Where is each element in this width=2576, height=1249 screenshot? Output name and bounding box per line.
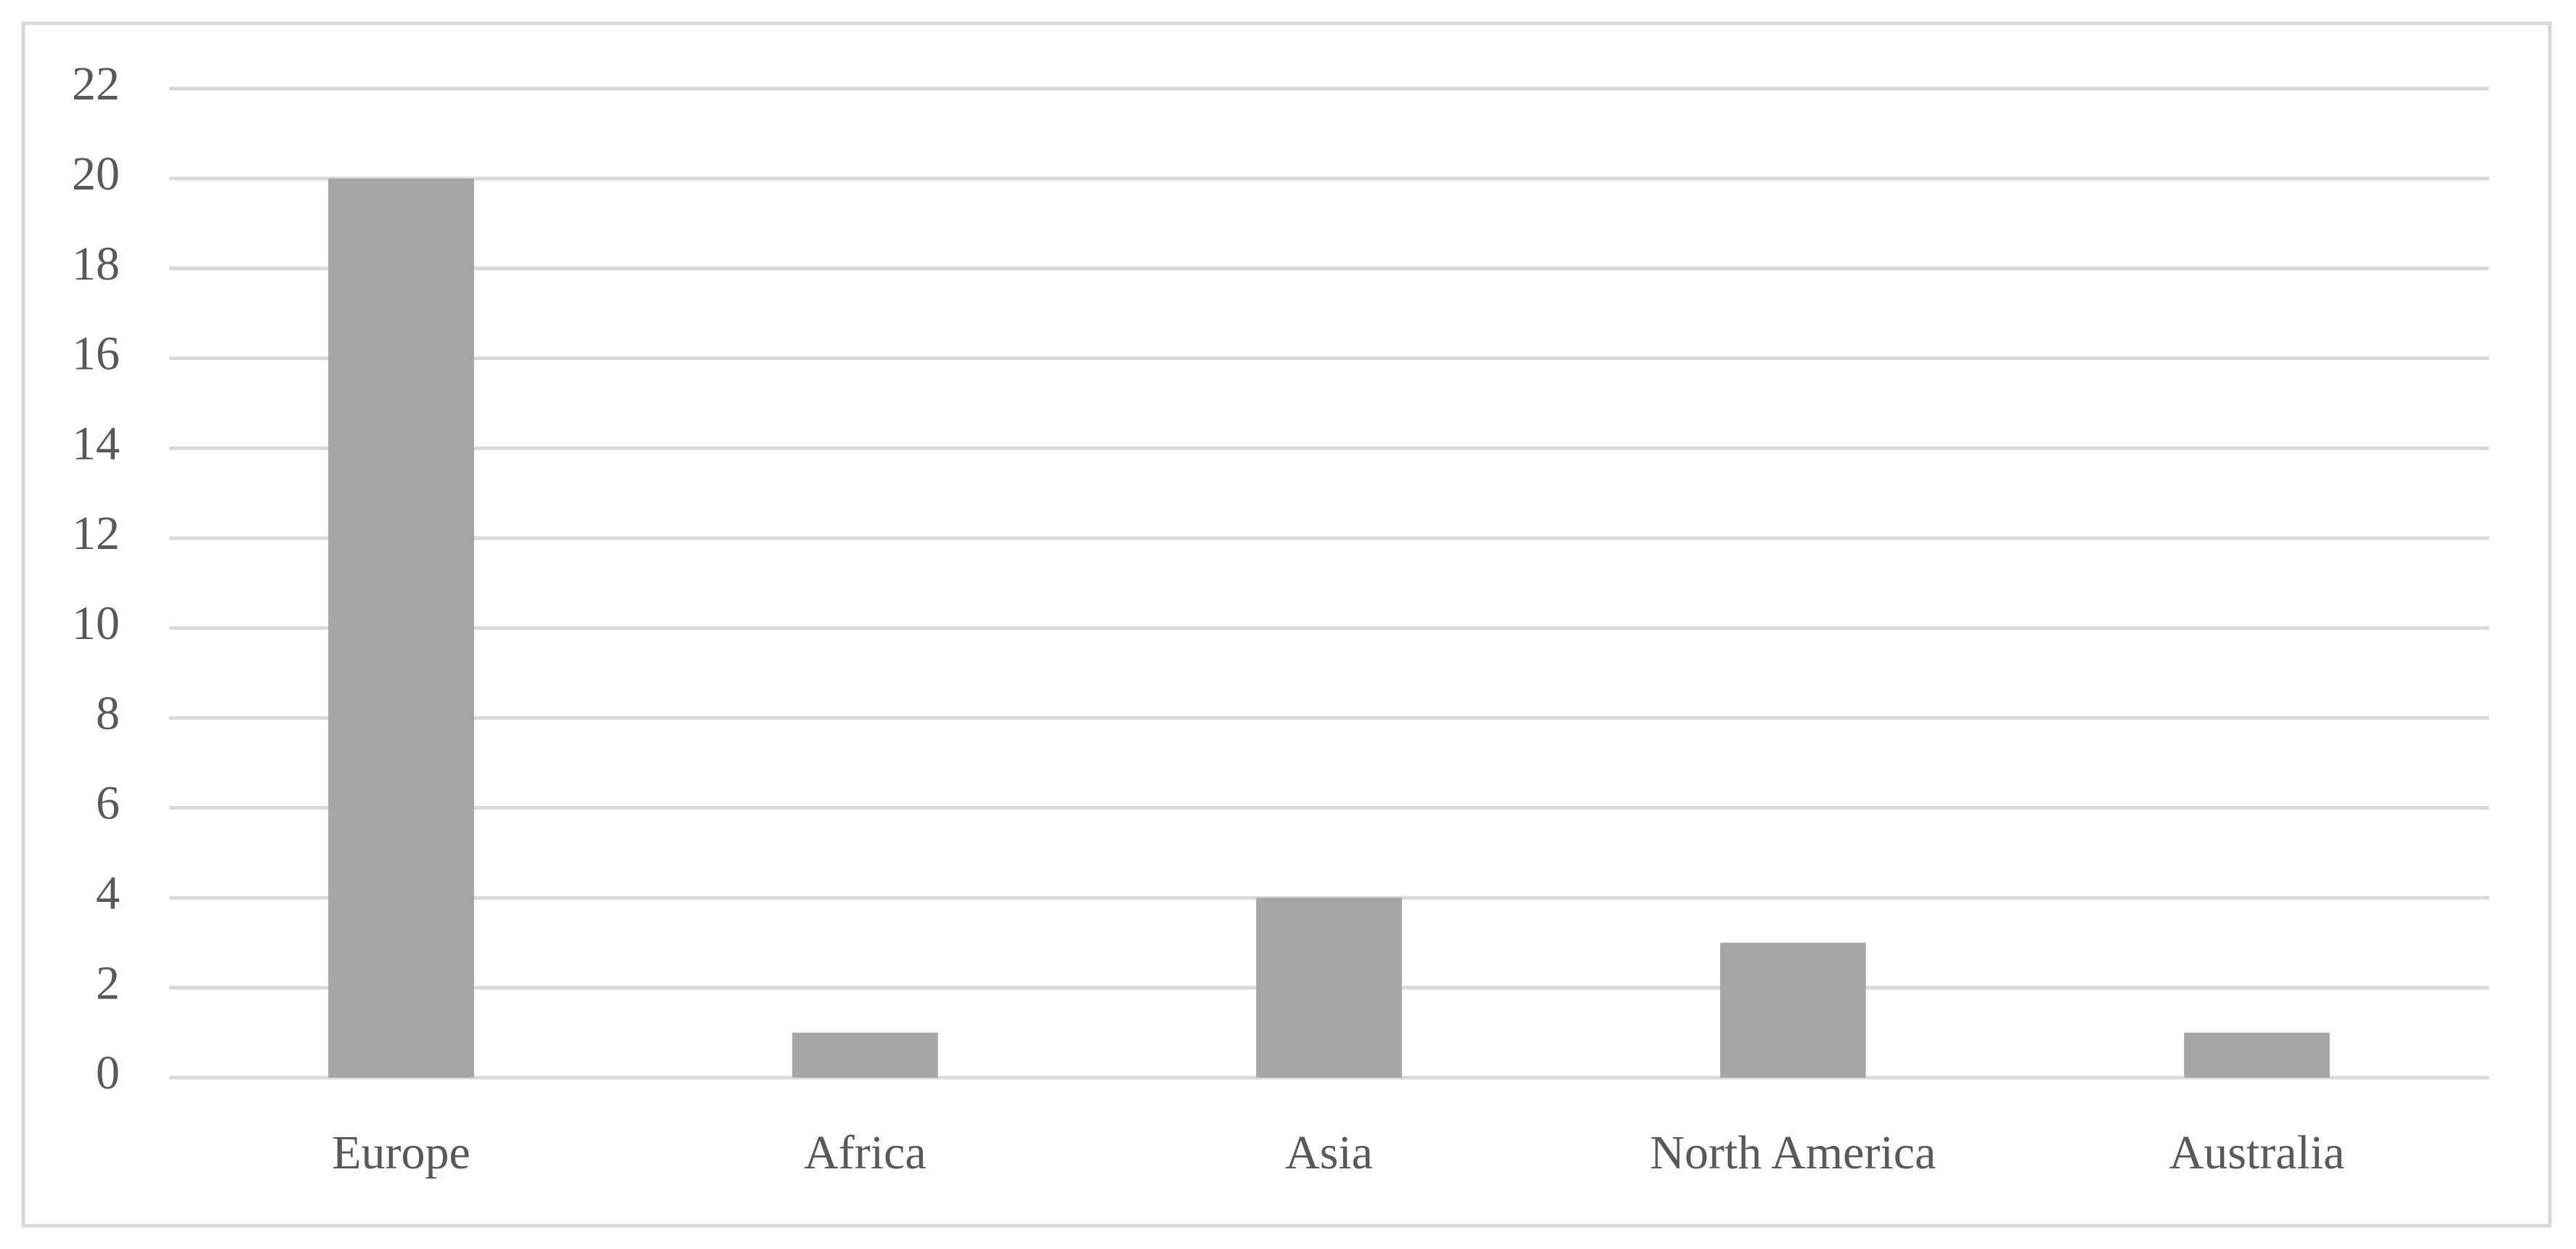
x-tick-label: Asia: [1285, 1126, 1373, 1179]
y-tick-label: 2: [96, 956, 120, 1009]
bar: [2184, 1033, 2330, 1078]
x-tick-label: Europe: [332, 1126, 470, 1179]
y-tick-label: 16: [72, 327, 120, 381]
y-tick-label: 8: [96, 687, 120, 740]
y-tick-label: 6: [96, 777, 120, 830]
x-tick-label: Africa: [804, 1126, 926, 1179]
bar: [1256, 898, 1402, 1078]
bar: [328, 178, 474, 1078]
y-tick-label: 10: [72, 597, 120, 650]
y-tick-label: 12: [72, 507, 120, 560]
x-tick-label: Australia: [2169, 1126, 2345, 1179]
y-tick-label: 18: [72, 237, 120, 290]
y-tick-label: 14: [72, 417, 120, 470]
bar: [792, 1033, 938, 1078]
x-tick-label: North America: [1650, 1126, 1936, 1179]
bar: [1720, 943, 1866, 1078]
y-tick-label: 4: [96, 867, 120, 920]
y-tick-label: 20: [72, 147, 120, 200]
y-tick-label: 0: [96, 1046, 120, 1099]
y-tick-label: 22: [72, 57, 120, 110]
